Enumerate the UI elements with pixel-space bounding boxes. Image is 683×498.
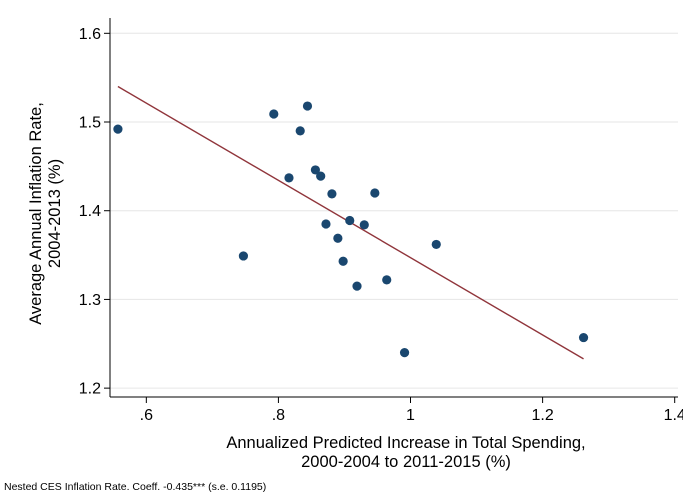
data-point-13: [352, 281, 362, 291]
data-point-9: [327, 189, 337, 199]
grid-lines: [110, 32, 678, 389]
data-point-6: [310, 165, 321, 175]
y-tick-label-0: 1.2: [79, 381, 101, 398]
data-point-3: [284, 173, 294, 183]
data-point-17: [399, 348, 410, 358]
data-points: [113, 101, 589, 358]
chart-footnote: Nested CES Inflation Rate. Coeff. -0.435…: [4, 481, 267, 493]
data-point-10: [333, 233, 343, 243]
data-point-12: [345, 215, 355, 226]
axes: [104, 18, 678, 403]
data-point-14: [359, 220, 369, 230]
y-tick-label-4: 1.6: [79, 26, 101, 43]
y-axis-title-line-1: Average Annual Inflation Rate,: [27, 102, 45, 325]
data-point-15: [370, 188, 380, 198]
x-tick-label-2: 1: [406, 407, 415, 424]
x-tick-label-1: .8: [272, 407, 285, 424]
data-point-2: [269, 109, 279, 119]
y-tick-label-1: 1.3: [79, 292, 101, 309]
data-point-0: [113, 124, 123, 134]
x-tick-label-4: 1.4: [664, 407, 683, 424]
cropped-title-fragment: [0, 0, 683, 2]
data-point-16: [382, 275, 392, 285]
x-tick-label-3: 1.2: [531, 407, 553, 424]
y-tick-label-3: 1.5: [79, 115, 101, 132]
data-point-4: [295, 126, 305, 136]
x-axis-title-line-1: Annualized Predicted Increase in Total S…: [226, 434, 585, 452]
data-point-19: [578, 332, 589, 343]
y-axis-title-line-2: 2004-2013 (%): [46, 159, 64, 268]
data-point-1: [238, 251, 249, 261]
data-point-8: [321, 219, 331, 229]
data-point-7: [316, 171, 326, 181]
data-point-11: [338, 256, 348, 266]
data-point-5: [302, 101, 313, 111]
x-axis-title-line-2: 2000-2004 to 2011-2015 (%): [301, 453, 511, 471]
axis-labels: 1.2 1.3 1.4 1.5 1.6 .6 .8 1 1.2 1.4 Annualized Pre…: [27, 26, 683, 471]
y-tick-label-2: 1.4: [79, 203, 101, 220]
x-tick-label-0: .6: [140, 407, 153, 424]
data-point-18: [431, 239, 441, 250]
